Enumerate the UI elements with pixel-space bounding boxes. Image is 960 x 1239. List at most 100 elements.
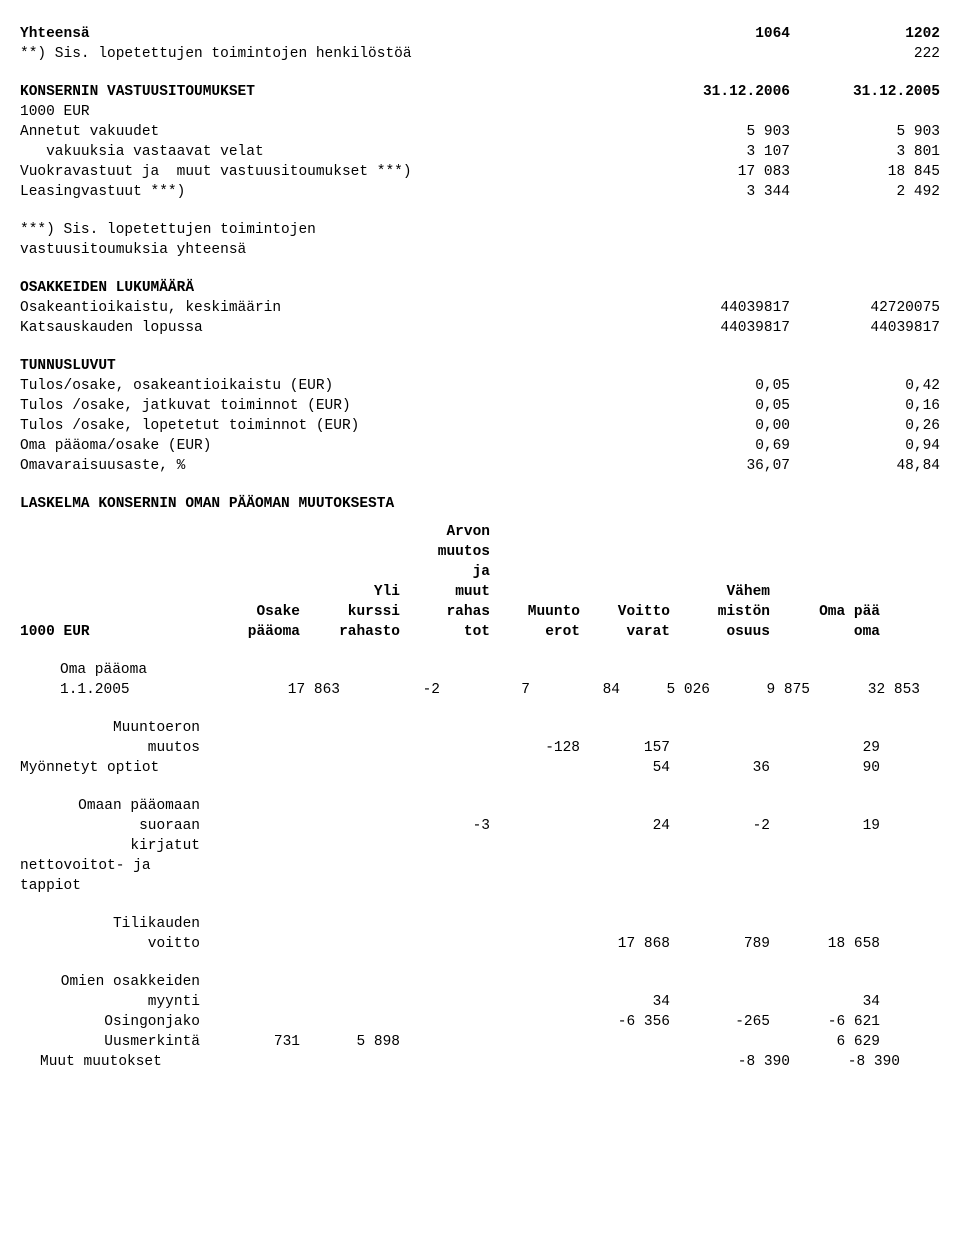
label: Osakeantioikaistu, keskimäärin [20,298,640,318]
table-row: Annetut vakuudet5 9035 903 [20,122,940,142]
table-row: vakuuksia vastaavat velat3 1073 801 [20,142,940,162]
equity-cell: -128 [490,738,580,758]
equity-cell: -6 356 [580,1012,670,1032]
footnote-1: ***) Sis. lopetettujen toimintojen [20,220,940,240]
equity-cell: 34 [580,992,670,1012]
equity-header-c5: Voitto varat [580,602,670,642]
equity-cell: 17 868 [580,934,670,954]
equity-cell: -2 [670,816,770,836]
equity-row: Myönnetyt optiot543690 [20,758,940,778]
value-a: 17 083 [640,162,790,182]
equity-row-label: Omien osakkeiden myynti [20,972,210,1012]
equity-row-label: Uusmerkintä [20,1032,210,1052]
equity-cell: 5 898 [300,1032,400,1052]
equity-cell: 19 [770,816,880,836]
commitments-footnote: ***) Sis. lopetettujen toimintojen [20,220,940,240]
equity-cell: 6 629 [770,1032,880,1052]
heading: TUNNUSLUVUT [20,356,940,376]
value-b: 0,16 [790,396,940,416]
value-b: 222 [790,44,940,64]
label: vakuuksia vastaavat velat [20,142,640,162]
equity-cell: -8 390 [790,1052,900,1072]
label: Katsauskauden lopussa [20,318,640,338]
equity-cell: 7 [440,680,530,700]
label: Vuokravastuut ja muut vastuusitoumukset … [20,162,640,182]
keyfigs-heading: TUNNUSLUVUT [20,356,940,376]
table-row: Osakeantioikaistu, keskimäärin4403981742… [20,298,940,318]
equity-row: Tilikauden voitto 17 86878918 658 [20,914,940,954]
spacer [20,700,940,718]
equity-row: Muut muutokset -8 390-8 390 [20,1052,940,1072]
shares-heading: OSAKKEIDEN LUKUMÄÄRÄ [20,278,940,298]
date-a: 31.12.2006 [640,82,790,102]
value-b: 2 492 [790,182,940,202]
label: Omavaraisuusaste, % [20,456,640,476]
value-b: 48,84 [790,456,940,476]
label: Tulos/osake, osakeantioikaistu (EUR) [20,376,640,396]
equity-row-label: Omaan pääomaan suoraan kirjatutnettovoit… [20,796,210,896]
equity-cell: -3 [400,816,490,836]
value-a: 0,05 [640,376,790,396]
row-total: Yhteensä 1064 1202 [20,24,940,44]
equity-row-label: Muut muutokset [20,1052,230,1072]
footnote-2: vastuusitoumuksia yhteensä [20,240,940,260]
heading: OSAKKEIDEN LUKUMÄÄRÄ [20,278,940,298]
equity-row: Oma pääoma 1.1.200517 863-27845 0269 875… [20,660,940,700]
equity-cell: 84 [530,680,620,700]
value-a: 0,69 [640,436,790,456]
value-a: 44039817 [640,318,790,338]
equity-row: Omien osakkeiden myynti3434 [20,972,940,1012]
value-b: 0,42 [790,376,940,396]
table-row: Tulos /osake, jatkuvat toiminnot (EUR) 0,… [20,396,940,416]
commitments-unit-row: 1000 EUR [20,102,940,122]
table-row: Katsauskauden lopussa4403981744039817 [20,318,940,338]
value-b: 18 845 [790,162,940,182]
value-a: 1064 [640,24,790,44]
spacer [20,954,940,972]
table-row: Vuokravastuut ja muut vastuusitoumukset … [20,162,940,182]
table-row: Tulos/osake, osakeantioikaistu (EUR)0,05… [20,376,940,396]
label: Annetut vakuudet [20,122,640,142]
spacer [20,896,940,914]
label: Leasingvastuut ***) [20,182,640,202]
equity-header-rowlabel: 1000 EUR [20,622,210,642]
equity-cell: 90 [770,758,880,778]
equity-header-row: 1000 EUR Osake pääoma Yli kurssi rahasto… [20,522,940,642]
equity-heading: LASKELMA KONSERNIN OMAN PÄÄOMAN MUUTOKSE… [20,494,940,514]
date-b: 31.12.2005 [790,82,940,102]
equity-cell: 731 [210,1032,300,1052]
equity-row-label: Tilikauden voitto [20,914,210,954]
equity-cell: -8 390 [690,1052,790,1072]
heading: KONSERNIN VASTUUSITOUMUKSET [20,82,640,102]
value-b: 44039817 [790,318,940,338]
equity-header-c3: Arvon muutos ja muut rahas tot [400,522,490,642]
equity-cell: 18 658 [770,934,880,954]
equity-row-label: Muuntoeron muutos [20,718,210,758]
equity-row-label: Osingonjako [20,1012,210,1032]
equity-header-c2: Yli kurssi rahasto [300,582,400,642]
label: Oma pääoma/osake (EUR) [20,436,640,456]
equity-cell: 29 [770,738,880,758]
value-b: 3 801 [790,142,940,162]
equity-cell: 157 [580,738,670,758]
value-b: 5 903 [790,122,940,142]
row-note: **) Sis. lopetettujen toimintojen henkil… [20,44,940,64]
label: Yhteensä [20,24,640,44]
unit: 1000 EUR [20,102,640,122]
value-b: 0,94 [790,436,940,456]
table-row: Omavaraisuusaste, %36,0748,84 [20,456,940,476]
equity-cell: 9 875 [710,680,810,700]
equity-cell: -2 [340,680,440,700]
equity-cell: 17 863 [250,680,340,700]
equity-row: Uusmerkintä7315 898 6 629 [20,1032,940,1052]
equity-header-c6: Vähem mistön osuus [670,582,770,642]
commitments-footnote: vastuusitoumuksia yhteensä [20,240,940,260]
equity-cell: 5 026 [620,680,710,700]
equity-header-c4: Muunto erot [490,602,580,642]
value-a: 3 344 [640,182,790,202]
equity-row-label: Myönnetyt optiot [20,758,210,778]
equity-cell: 789 [670,934,770,954]
label: Tulos /osake, jatkuvat toiminnot (EUR) [20,396,640,416]
equity-cell: 32 853 [810,680,920,700]
value-a [640,44,790,64]
